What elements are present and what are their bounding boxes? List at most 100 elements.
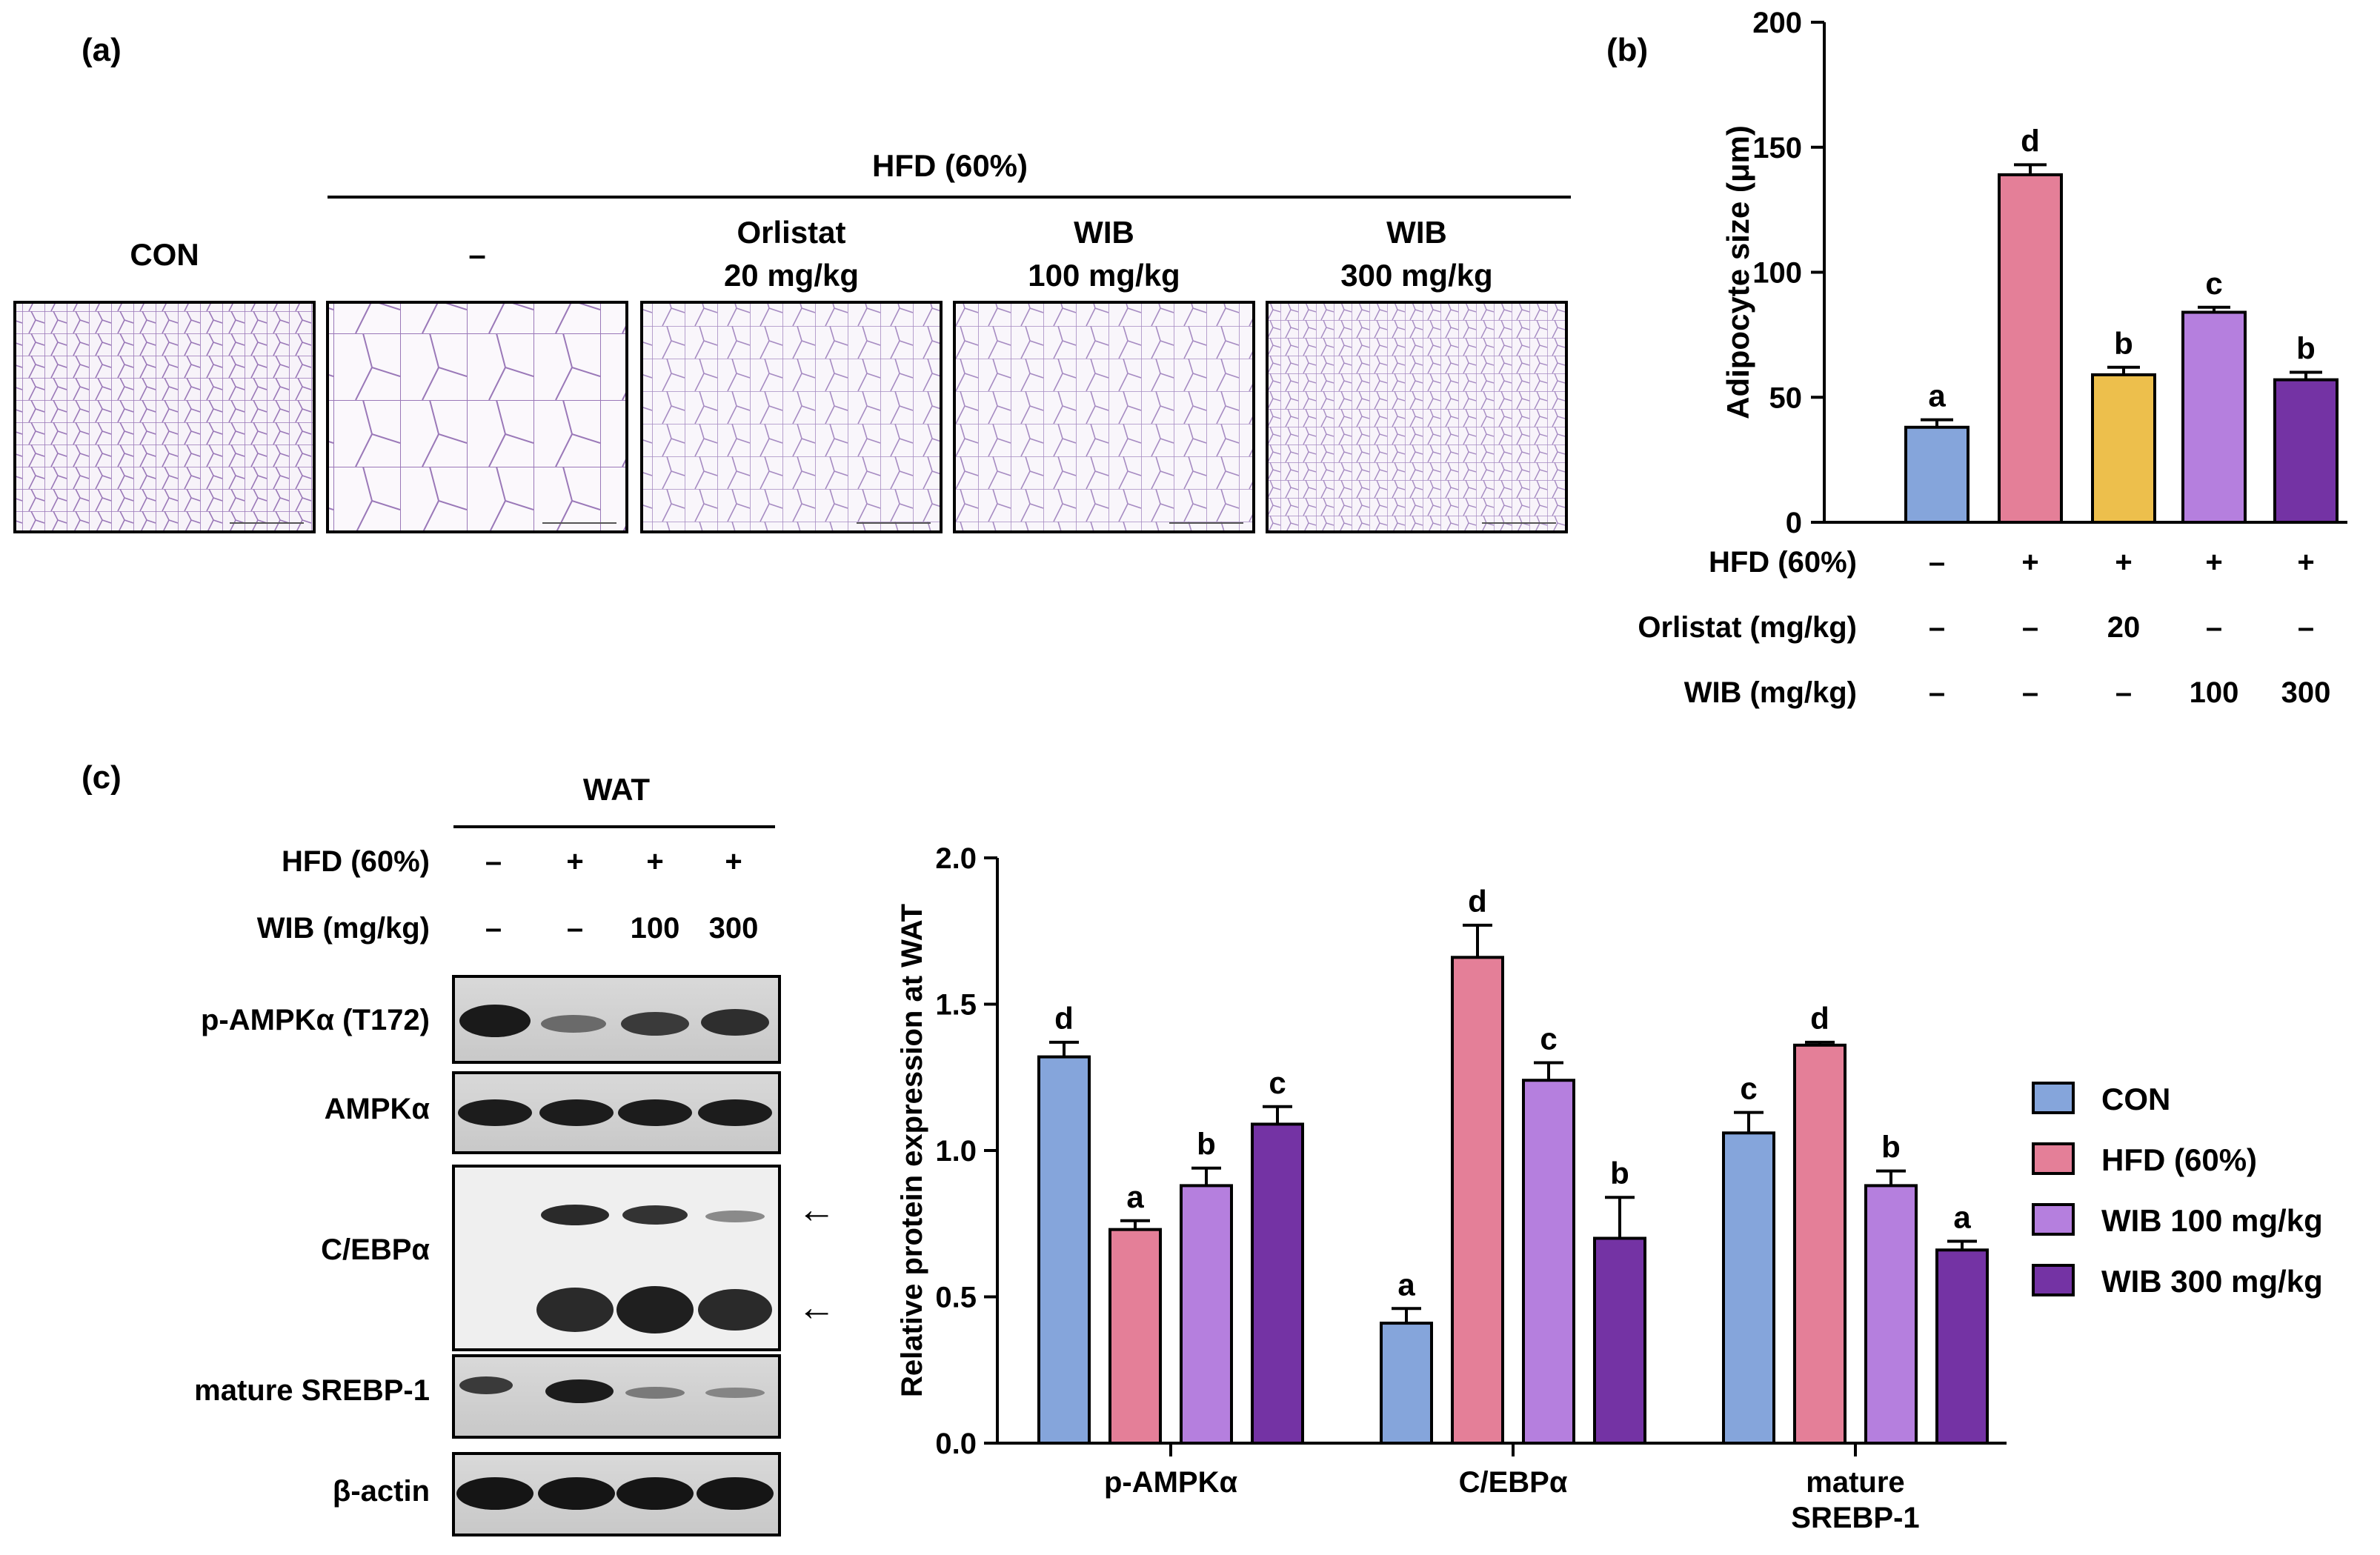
y-tick-label: 1.5	[935, 989, 977, 1022]
western-blot: WAT HFD (60%) – + + + WIB (mg/kg) – – 10…	[194, 772, 836, 1536]
blot-row-value: 100	[631, 912, 680, 945]
panel-c-label: (c)	[82, 759, 122, 796]
tissue-label: WAT	[583, 772, 651, 807]
legend-label: CON	[2101, 1082, 2170, 1116]
legend-label: HFD (60%)	[2101, 1142, 2257, 1177]
group-label-orlistat: Orlistat	[737, 215, 845, 250]
significance-letter: d	[2021, 123, 2040, 158]
group-label-orlistat-dose: 20 mg/kg	[724, 258, 859, 293]
group-label-hfd: –	[468, 237, 485, 272]
blot-strip-p-ampk	[452, 975, 781, 1064]
bar	[1108, 1228, 1162, 1445]
treatment-row-label: HFD (60%)	[1709, 546, 1857, 579]
bar	[1380, 1322, 1433, 1445]
group-label-wib100: WIB	[1074, 215, 1134, 250]
significance-letter: d	[1810, 1001, 1829, 1036]
significance-letter: c	[2205, 266, 2222, 301]
significance-letter: b	[1197, 1127, 1216, 1162]
protein-label-srebp1: mature SREBP-1	[194, 1374, 430, 1407]
bar	[1180, 1184, 1233, 1445]
legend-swatch	[2032, 1142, 2075, 1175]
blot-row-value: +	[646, 845, 663, 878]
blot-row-value: 300	[709, 912, 759, 945]
blot-strip-cebpa	[452, 1165, 781, 1351]
y-tick-label: 100	[1752, 257, 1802, 290]
blot-row-value: +	[566, 845, 583, 878]
blot-row-label-wib: WIB (mg/kg)	[257, 912, 430, 945]
bar	[1251, 1122, 1304, 1445]
treatment-row-value: +	[2297, 546, 2314, 579]
legend-swatch	[2032, 1082, 2075, 1114]
treatment-row-value: –	[1929, 611, 1945, 644]
y-tick-label: 0	[1786, 507, 1802, 539]
significance-letter: c	[1740, 1071, 1757, 1106]
blot-strip-ampk	[452, 1071, 781, 1154]
treatment-row-value: +	[2021, 546, 2038, 579]
y-axis-label: Adipocyte size (μm)	[1721, 125, 1755, 419]
protein-label-actin: β-actin	[333, 1475, 430, 1508]
blot-row-value: –	[567, 912, 583, 945]
y-tick-label: 150	[1752, 132, 1802, 164]
bar	[1593, 1236, 1646, 1445]
significance-letter: c	[1540, 1022, 1557, 1056]
treatment-row-value: 20	[2107, 611, 2141, 644]
y-tick-label: 2.0	[935, 842, 977, 875]
significance-letter: b	[1881, 1130, 1901, 1165]
bar	[2181, 310, 2247, 524]
y-tick-label: 0.5	[935, 1282, 977, 1314]
blot-row-value: –	[485, 912, 502, 945]
arrow-lower: ←	[797, 1286, 836, 1329]
treatment-row-value: –	[2115, 676, 2132, 709]
treatment-row-label: WIB (mg/kg)	[1684, 676, 1857, 709]
y-tick-label: 1.0	[935, 1135, 977, 1168]
y-tick-label: 200	[1752, 7, 1802, 39]
blot-row-value: +	[725, 845, 742, 878]
significance-letter: a	[1928, 379, 1946, 413]
protein-label-p-ampk: p-AMPKα (T172)	[201, 1004, 430, 1036]
bar	[1522, 1079, 1575, 1445]
treatment-row-value: +	[2205, 546, 2222, 579]
y-axis-label: Relative protein expression at WAT	[896, 904, 928, 1397]
blot-strip-srebp1	[452, 1354, 781, 1439]
bar	[2273, 378, 2339, 524]
significance-letter: a	[1126, 1179, 1144, 1214]
histology-images	[13, 301, 1568, 533]
arrow-upper: ←	[797, 1188, 836, 1231]
bar	[1451, 956, 1504, 1445]
histology-group-labels: CON – Orlistat 20 mg/kg WIB 100 mg/kg WI…	[130, 215, 1492, 293]
bar	[1998, 173, 2063, 524]
significance-letter: b	[2114, 326, 2133, 361]
protein-label-cebpa: C/EBPα	[321, 1233, 430, 1266]
treatment-row-value: 300	[2281, 676, 2331, 709]
legend-label: WIB 300 mg/kg	[2101, 1264, 2323, 1299]
y-tick-label: 0.0	[935, 1428, 977, 1460]
legend-label: WIB 100 mg/kg	[2101, 1203, 2323, 1238]
x-tick-label: mature	[1806, 1466, 1904, 1499]
adipocyte-size-chart: 0 50 100 150 200 Adipocyte size (μm) a d b c b HFD …	[1638, 7, 2347, 709]
treatment-row-label: Orlistat (mg/kg)	[1638, 611, 1857, 644]
panel-a-label: (a)	[82, 32, 122, 68]
histology-image-hfd	[326, 301, 628, 533]
blot-strip-actin	[452, 1452, 781, 1536]
group-label-wib100-dose: 100 mg/kg	[1028, 258, 1180, 293]
histology-image-con	[13, 301, 316, 533]
legend-swatch	[2032, 1203, 2075, 1236]
histology-image-orlistat	[640, 301, 943, 533]
treatment-row-value: –	[2298, 611, 2314, 644]
treatment-row-value: +	[2115, 546, 2132, 579]
y-tick-label: 50	[1769, 382, 1803, 414]
bar	[1935, 1248, 1989, 1445]
treatment-row-value: –	[1929, 546, 1945, 579]
hfd-header: HFD (60%)	[872, 148, 1028, 183]
treatment-row-value: –	[2206, 611, 2222, 644]
significance-letter: b	[1610, 1156, 1629, 1191]
significance-letter: b	[2296, 331, 2316, 366]
significance-letter: a	[1953, 1199, 1971, 1234]
group-label-wib300: WIB	[1386, 215, 1447, 250]
x-tick-label: p-AMPKα	[1104, 1466, 1238, 1499]
treatment-row-value: –	[2022, 611, 2038, 644]
bar	[1904, 425, 1970, 524]
treatment-row-value: 100	[2190, 676, 2239, 709]
